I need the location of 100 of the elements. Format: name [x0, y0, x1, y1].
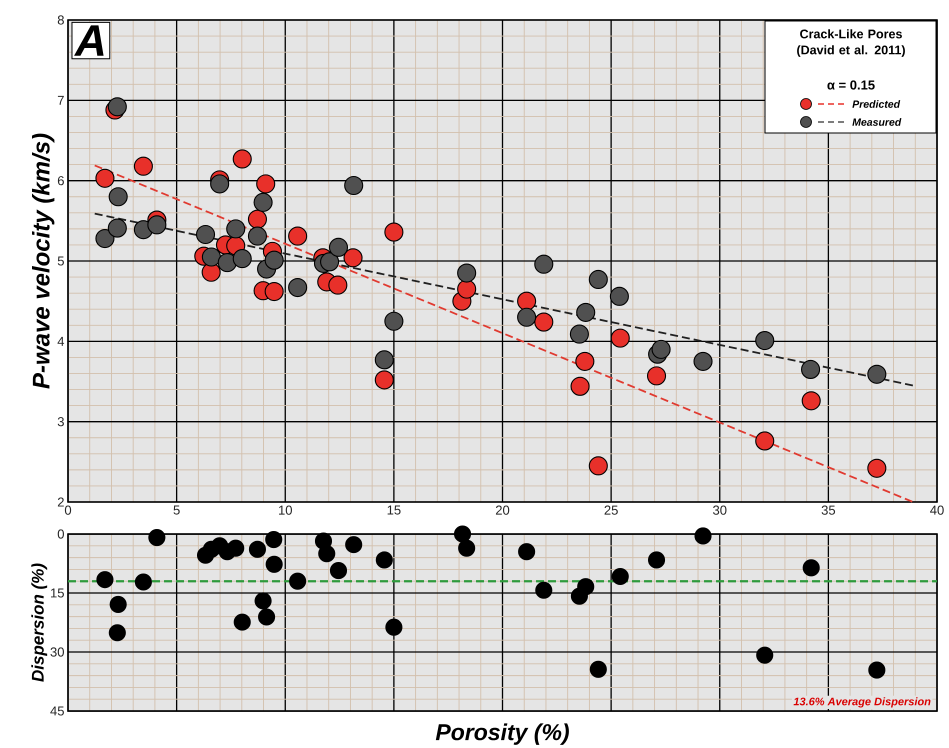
point [376, 551, 393, 568]
point [226, 219, 246, 238]
point [610, 286, 629, 306]
point [258, 608, 276, 626]
point [590, 660, 607, 678]
point [868, 661, 886, 679]
point [288, 226, 308, 246]
point [694, 527, 712, 544]
point [801, 360, 820, 379]
point [756, 646, 774, 664]
point [652, 340, 671, 359]
point [343, 248, 363, 268]
point [234, 613, 251, 631]
point [648, 551, 666, 568]
y-tick-label: 45 [50, 706, 64, 716]
y-tick-label: 0 [58, 529, 64, 539]
point [588, 270, 608, 289]
point [210, 174, 230, 194]
point [95, 228, 114, 248]
point [755, 330, 774, 350]
point [248, 226, 267, 246]
x-tick-label: 5 [174, 505, 180, 515]
point [134, 156, 153, 176]
point [108, 97, 127, 116]
point [134, 573, 152, 590]
point [374, 370, 394, 390]
point [570, 376, 590, 396]
point [318, 545, 336, 562]
point [802, 559, 820, 576]
point [575, 352, 594, 371]
point [534, 312, 554, 332]
point [196, 224, 216, 244]
point [454, 525, 472, 542]
point [248, 210, 267, 229]
y-tick-label: 3 [58, 416, 64, 426]
point [457, 263, 476, 283]
point [232, 149, 252, 168]
point [328, 275, 348, 295]
point [344, 176, 364, 195]
point [254, 192, 273, 212]
point [755, 431, 774, 450]
x-tick-label: 40 [930, 505, 944, 515]
point [202, 247, 221, 266]
y-tick-label: 7 [58, 96, 64, 105]
point [320, 252, 340, 272]
y-tick-label: 4 [58, 336, 64, 346]
point [288, 278, 308, 297]
annotation: 13.6% Average Dispersion [794, 697, 930, 708]
point [256, 174, 276, 194]
point [147, 215, 166, 234]
point [535, 582, 552, 599]
x-tick-label: 35 [822, 505, 836, 515]
legend-label: Measured [852, 118, 902, 126]
point [576, 302, 596, 322]
point [518, 543, 536, 560]
point [248, 540, 266, 558]
legend-title: Crack-Like Pores (David et al. 2011) [797, 29, 905, 57]
point [384, 222, 404, 242]
point [458, 540, 476, 557]
point [108, 218, 127, 238]
point [264, 250, 284, 270]
point [374, 350, 394, 370]
point [570, 324, 589, 344]
y-tick-label: 5 [58, 256, 64, 266]
point [265, 530, 282, 548]
point [385, 618, 402, 636]
point [693, 352, 713, 371]
point [330, 562, 348, 580]
point [646, 366, 666, 386]
annotation: α = 0.15 [827, 80, 875, 90]
point [110, 596, 127, 613]
x-axis-title: Porosity (%) [436, 723, 569, 745]
y-tick-label: 6 [58, 176, 64, 186]
point [264, 282, 284, 302]
y-tick-label: 2 [58, 497, 64, 506]
point [328, 238, 348, 257]
x-tick-label: 15 [388, 505, 401, 515]
point [232, 248, 252, 268]
point [517, 308, 536, 327]
point [96, 571, 114, 588]
point [534, 254, 554, 274]
point [148, 528, 166, 546]
point [517, 292, 536, 311]
point [108, 187, 128, 206]
y-tick-label: 15 [51, 588, 64, 598]
y-axis-title: P-wave velocity (km/s) [32, 134, 54, 389]
point [384, 312, 404, 331]
x-tick-label: 20 [496, 505, 510, 515]
x-tick-label: 10 [279, 505, 292, 515]
point [802, 391, 821, 410]
annotation: A [74, 25, 104, 56]
point [457, 279, 476, 299]
point [610, 328, 630, 348]
x-tick-label: 25 [604, 505, 618, 515]
point [108, 624, 126, 642]
point [254, 592, 272, 610]
y-tick-label: 30 [50, 647, 64, 657]
legend-label: Predicted [852, 100, 900, 108]
point [867, 364, 886, 384]
point [588, 456, 608, 476]
